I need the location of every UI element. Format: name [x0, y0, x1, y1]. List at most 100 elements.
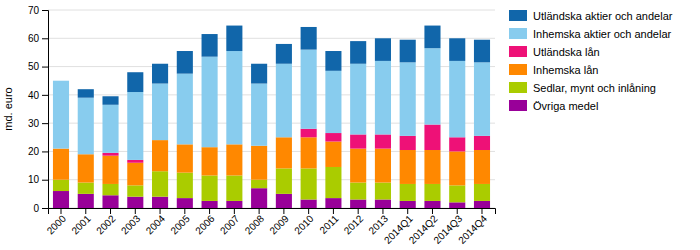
tick-label: 60	[28, 33, 40, 44]
tick-label: 2011	[317, 213, 340, 236]
tick-label: 2004	[144, 213, 168, 237]
bar	[325, 198, 341, 208]
tick-mark	[85, 208, 86, 214]
tick: 30	[28, 118, 48, 129]
bar	[474, 184, 490, 201]
tick-label: 2010	[292, 213, 316, 237]
tick-label: 40	[28, 90, 40, 101]
bar	[78, 154, 94, 182]
legend-swatch	[509, 64, 527, 75]
series	[53, 48, 490, 160]
bar	[325, 51, 341, 71]
bar	[78, 183, 94, 194]
bar	[424, 184, 440, 201]
bar	[251, 64, 267, 84]
tick: 2007	[218, 208, 242, 236]
legend-item: Utländska lån	[509, 46, 600, 58]
bar	[276, 137, 292, 168]
bar	[152, 64, 168, 84]
bar	[53, 149, 69, 180]
tick-label: 2005	[168, 213, 192, 237]
tick: 2014Q4	[456, 208, 489, 246]
tick-label: 50	[28, 61, 40, 72]
bar	[152, 171, 168, 196]
bar	[78, 89, 94, 97]
grid	[48, 10, 495, 208]
bar	[474, 201, 490, 208]
tick: 40	[28, 90, 48, 101]
bar	[375, 200, 391, 208]
legend-swatch	[509, 10, 527, 21]
bar	[226, 51, 242, 144]
bar	[152, 84, 168, 141]
tick-mark	[135, 208, 136, 214]
bar	[102, 156, 118, 184]
axis-line	[49, 209, 496, 215]
bar	[400, 201, 416, 208]
bar	[325, 133, 341, 141]
bar	[449, 151, 465, 185]
bar	[301, 137, 317, 168]
tick-mark	[42, 38, 48, 39]
bar	[78, 98, 94, 155]
tick: 10	[28, 174, 48, 185]
bar	[226, 175, 242, 200]
tick-mark	[61, 208, 62, 214]
tick-mark	[184, 208, 185, 214]
bar	[127, 163, 143, 186]
bar	[400, 184, 416, 201]
bar	[400, 150, 416, 184]
bar	[301, 168, 317, 199]
bar	[226, 201, 242, 208]
bar	[202, 201, 218, 208]
tick-mark	[110, 208, 111, 214]
bar	[177, 74, 193, 145]
bar	[350, 183, 366, 200]
bar	[474, 62, 490, 136]
bar	[449, 61, 465, 137]
legend-label: Utländska lån	[533, 46, 600, 58]
legend-swatch	[509, 46, 527, 57]
tick-mark	[160, 208, 161, 214]
bar	[53, 80, 69, 81]
bar	[400, 40, 416, 63]
tick-label: 30	[28, 118, 40, 129]
bar	[177, 144, 193, 172]
bar	[350, 149, 366, 183]
x-axis: 2000200120022003200420052006200720082009…	[45, 208, 496, 246]
bar	[350, 134, 366, 148]
bar	[375, 38, 391, 61]
legend-item: Sedlar, mynt och inlåning	[509, 82, 656, 94]
legend-item: Inhemska aktier och andelar	[509, 28, 672, 40]
tick: 2009	[267, 208, 291, 236]
tick-mark	[42, 67, 48, 68]
bar	[325, 142, 341, 167]
bar	[474, 150, 490, 184]
legend: Utländska aktier och andelarInhemska akt…	[509, 10, 673, 112]
bar	[102, 195, 118, 208]
legend-swatch	[509, 100, 527, 111]
tick: 2001	[69, 208, 93, 236]
bar	[301, 50, 317, 129]
axis-line	[42, 11, 49, 209]
legend-label: Övriga medel	[533, 100, 598, 112]
bar	[202, 147, 218, 175]
tick-label: 2012	[342, 213, 366, 237]
legend-label: Inhemska lån	[533, 64, 598, 76]
series	[78, 26, 490, 105]
tick-mark	[457, 208, 458, 214]
tick-label: 0	[33, 203, 39, 214]
legend-item: Övriga medel	[509, 100, 598, 112]
bar	[127, 185, 143, 196]
y-axis: 010203040506070	[28, 5, 49, 214]
tick-mark	[308, 208, 309, 214]
tick-label: 2009	[267, 213, 291, 237]
bar	[202, 34, 218, 57]
tick: 2002	[94, 208, 118, 236]
tick-mark	[382, 208, 383, 214]
legend-swatch	[509, 82, 527, 93]
tick-mark	[333, 208, 334, 214]
bar	[449, 38, 465, 61]
tick: 2006	[193, 208, 217, 236]
bar	[53, 180, 69, 191]
